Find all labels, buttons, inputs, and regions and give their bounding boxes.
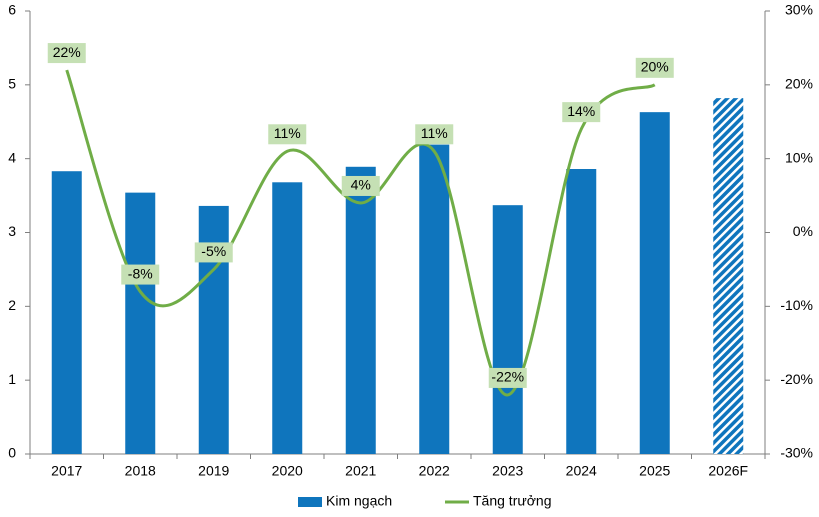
bar xyxy=(51,171,82,455)
legend-label: Tăng trưởng xyxy=(473,493,551,509)
data-label: 11% xyxy=(274,125,301,141)
data-label: 20% xyxy=(641,59,669,75)
data-label: -22% xyxy=(491,369,524,385)
bar xyxy=(272,182,303,454)
data-label-box xyxy=(268,124,307,145)
y-tick-label: 1 xyxy=(8,371,16,387)
data-label-box xyxy=(47,43,86,64)
data-label-box xyxy=(121,264,160,285)
data-label-box xyxy=(635,57,674,78)
y-tick-label: 4 xyxy=(8,149,16,165)
x-tick-label: 2023 xyxy=(492,463,523,479)
bar xyxy=(713,98,744,454)
bar xyxy=(566,169,597,454)
y2-tick-label: 0% xyxy=(793,223,813,239)
data-label-box xyxy=(341,175,380,196)
x-tick-label: 2017 xyxy=(51,463,82,479)
bar xyxy=(419,144,450,454)
data-label: -8% xyxy=(128,265,153,281)
x-tick-label: 2022 xyxy=(419,463,450,479)
data-label-box xyxy=(488,367,527,388)
data-label: 22% xyxy=(53,44,81,60)
bar xyxy=(492,205,523,454)
y-tick-label: 3 xyxy=(8,223,16,239)
y2-tick-label: 30% xyxy=(785,2,813,18)
data-label: 11% xyxy=(421,125,448,141)
y-tick-label: 2 xyxy=(8,297,16,313)
data-label: -5% xyxy=(201,243,226,259)
y2-tick-label: -20% xyxy=(780,371,813,387)
legend-swatch xyxy=(298,497,322,507)
data-label: 4% xyxy=(351,177,371,193)
x-tick-label: 2024 xyxy=(566,463,597,479)
y2-tick-label: 20% xyxy=(785,76,813,92)
x-tick-label: 2019 xyxy=(198,463,229,479)
y-tick-label: 6 xyxy=(8,2,16,18)
bar xyxy=(345,166,376,454)
x-tick-label: 2020 xyxy=(272,463,303,479)
x-tick-label: 2018 xyxy=(125,463,156,479)
data-label-box xyxy=(415,124,454,145)
y-tick-label: 5 xyxy=(8,76,16,92)
data-label-box xyxy=(194,242,233,263)
y2-tick-label: -30% xyxy=(780,445,813,461)
x-tick-label: 2025 xyxy=(639,463,670,479)
data-label: 14% xyxy=(567,103,595,119)
legend-label: Kim ngạch xyxy=(326,493,392,509)
y2-tick-label: 10% xyxy=(785,149,813,165)
y-tick-label: 0 xyxy=(8,445,16,461)
bar xyxy=(125,192,156,454)
y2-tick-label: -10% xyxy=(780,297,813,313)
data-label-box xyxy=(562,102,601,123)
bar xyxy=(639,112,670,454)
x-tick-label: 2021 xyxy=(345,463,376,479)
x-tick-label: 2026F xyxy=(708,463,748,479)
